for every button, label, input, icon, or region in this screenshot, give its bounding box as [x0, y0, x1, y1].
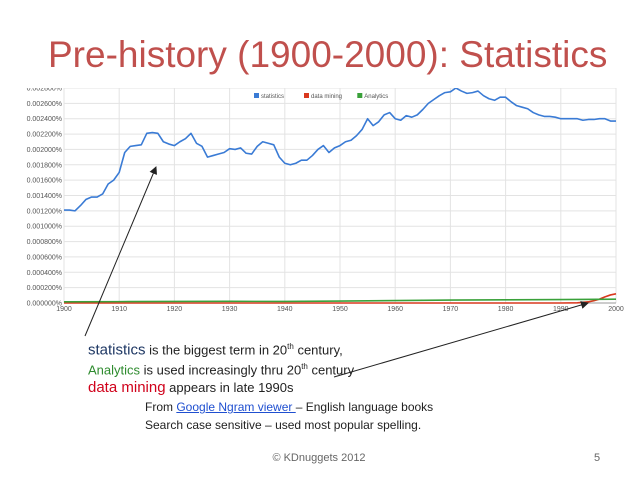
source-suffix: – English language books [295, 400, 434, 414]
legend-swatch [304, 93, 309, 98]
legend-swatch [357, 93, 363, 98]
annotation-text: is used increasingly thru 20 [140, 362, 302, 378]
x-tick-label: 1950 [332, 306, 348, 313]
annotation-text: century, [293, 342, 343, 358]
x-tick-label: 1900 [56, 306, 72, 313]
x-tick-label: 1970 [443, 306, 459, 313]
annotation-block: statistics is the biggest term in 20th c… [88, 338, 354, 396]
y-tick-label: 0.001800% [27, 162, 62, 169]
annotation-line-analytics: Analytics is used increasingly thru 20th… [88, 358, 354, 378]
x-tick-label: 1990 [553, 306, 569, 313]
series-line-analytics [63, 298, 617, 303]
y-tick-label: 0.000000% [27, 301, 62, 308]
ngram-chart: 0.002800% 0.002600% 0.002400% 0.002200% 0.00… [27, 88, 624, 313]
x-tick-label: 1930 [222, 306, 238, 313]
legend-swatch [254, 93, 259, 98]
x-tick-label: 1920 [167, 306, 183, 313]
legend: statistics data mining Analytics [254, 93, 388, 100]
y-tick-label: 0.002200% [27, 132, 62, 139]
annotation-line-statistics: statistics is the biggest term in 20th c… [88, 338, 354, 358]
y-tick-label: 0.000200% [27, 285, 62, 292]
y-tick-label: 0.000800% [27, 239, 62, 246]
y-tick-label: 0.002800% [27, 88, 62, 93]
y-tick-labels: 0.002800% 0.002600% 0.002400% 0.002200% 0.00… [27, 88, 62, 308]
term-data-mining: data mining [88, 378, 166, 396]
ngram-viewer-link[interactable]: Google Ngram viewer [176, 400, 296, 414]
x-tick-label: 1960 [387, 306, 403, 313]
legend-label: Analytics [364, 94, 388, 100]
y-tick-label: 0.000400% [27, 270, 62, 277]
legend-label: statistics [261, 94, 284, 100]
annotation-text: appears in late 1990s [165, 379, 294, 395]
arrow-to-statistics-peak [84, 166, 157, 337]
series-lines [63, 88, 617, 304]
y-tick-label: 0.001600% [27, 178, 62, 185]
source-line-1: From Google Ngram viewer – English langu… [145, 398, 433, 416]
y-tick-label: 0.001000% [27, 224, 62, 231]
x-tick-label: 1980 [498, 306, 514, 313]
annotation-line-data-mining: data mining appears in late 1990s [88, 379, 354, 396]
y-tick-label: 0.001400% [27, 193, 62, 200]
source-note: From Google Ngram viewer – English langu… [145, 398, 433, 434]
source-prefix: From [145, 400, 177, 414]
y-tick-label: 0.002000% [27, 147, 62, 154]
annotation-text: is the biggest term in 20 [145, 342, 288, 358]
slide-title: Pre-history (1900-2000): Statistics [48, 34, 608, 75]
term-analytics: Analytics [88, 362, 141, 378]
source-line-2: Search case sensitive – used most popula… [145, 418, 422, 432]
footer-copyright: © KDnuggets 2012 [272, 452, 366, 464]
y-tick-label: 0.001200% [27, 208, 62, 215]
x-tick-labels: 1900 1910 1920 1930 1940 1950 1960 1970 1980 1990… [56, 306, 624, 313]
superscript: th [301, 362, 308, 372]
x-tick-label: 1910 [111, 306, 127, 313]
series-line-statistics [64, 88, 616, 212]
page-number: 5 [594, 452, 601, 464]
term-statistics: statistics [88, 341, 146, 359]
arrow-to-data-mining [333, 301, 589, 378]
annotation-text: century [307, 362, 355, 378]
x-tick-label: 2000 [608, 306, 624, 313]
y-tick-label: 0.002600% [27, 101, 62, 108]
grid [63, 88, 617, 304]
series-line-data-mining [64, 293, 617, 304]
y-tick-label: 0.000600% [27, 254, 62, 261]
y-tick-label: 0.002400% [27, 116, 62, 123]
superscript: th [287, 342, 294, 351]
legend-label: data mining [311, 94, 342, 100]
x-tick-label: 1940 [277, 306, 293, 313]
